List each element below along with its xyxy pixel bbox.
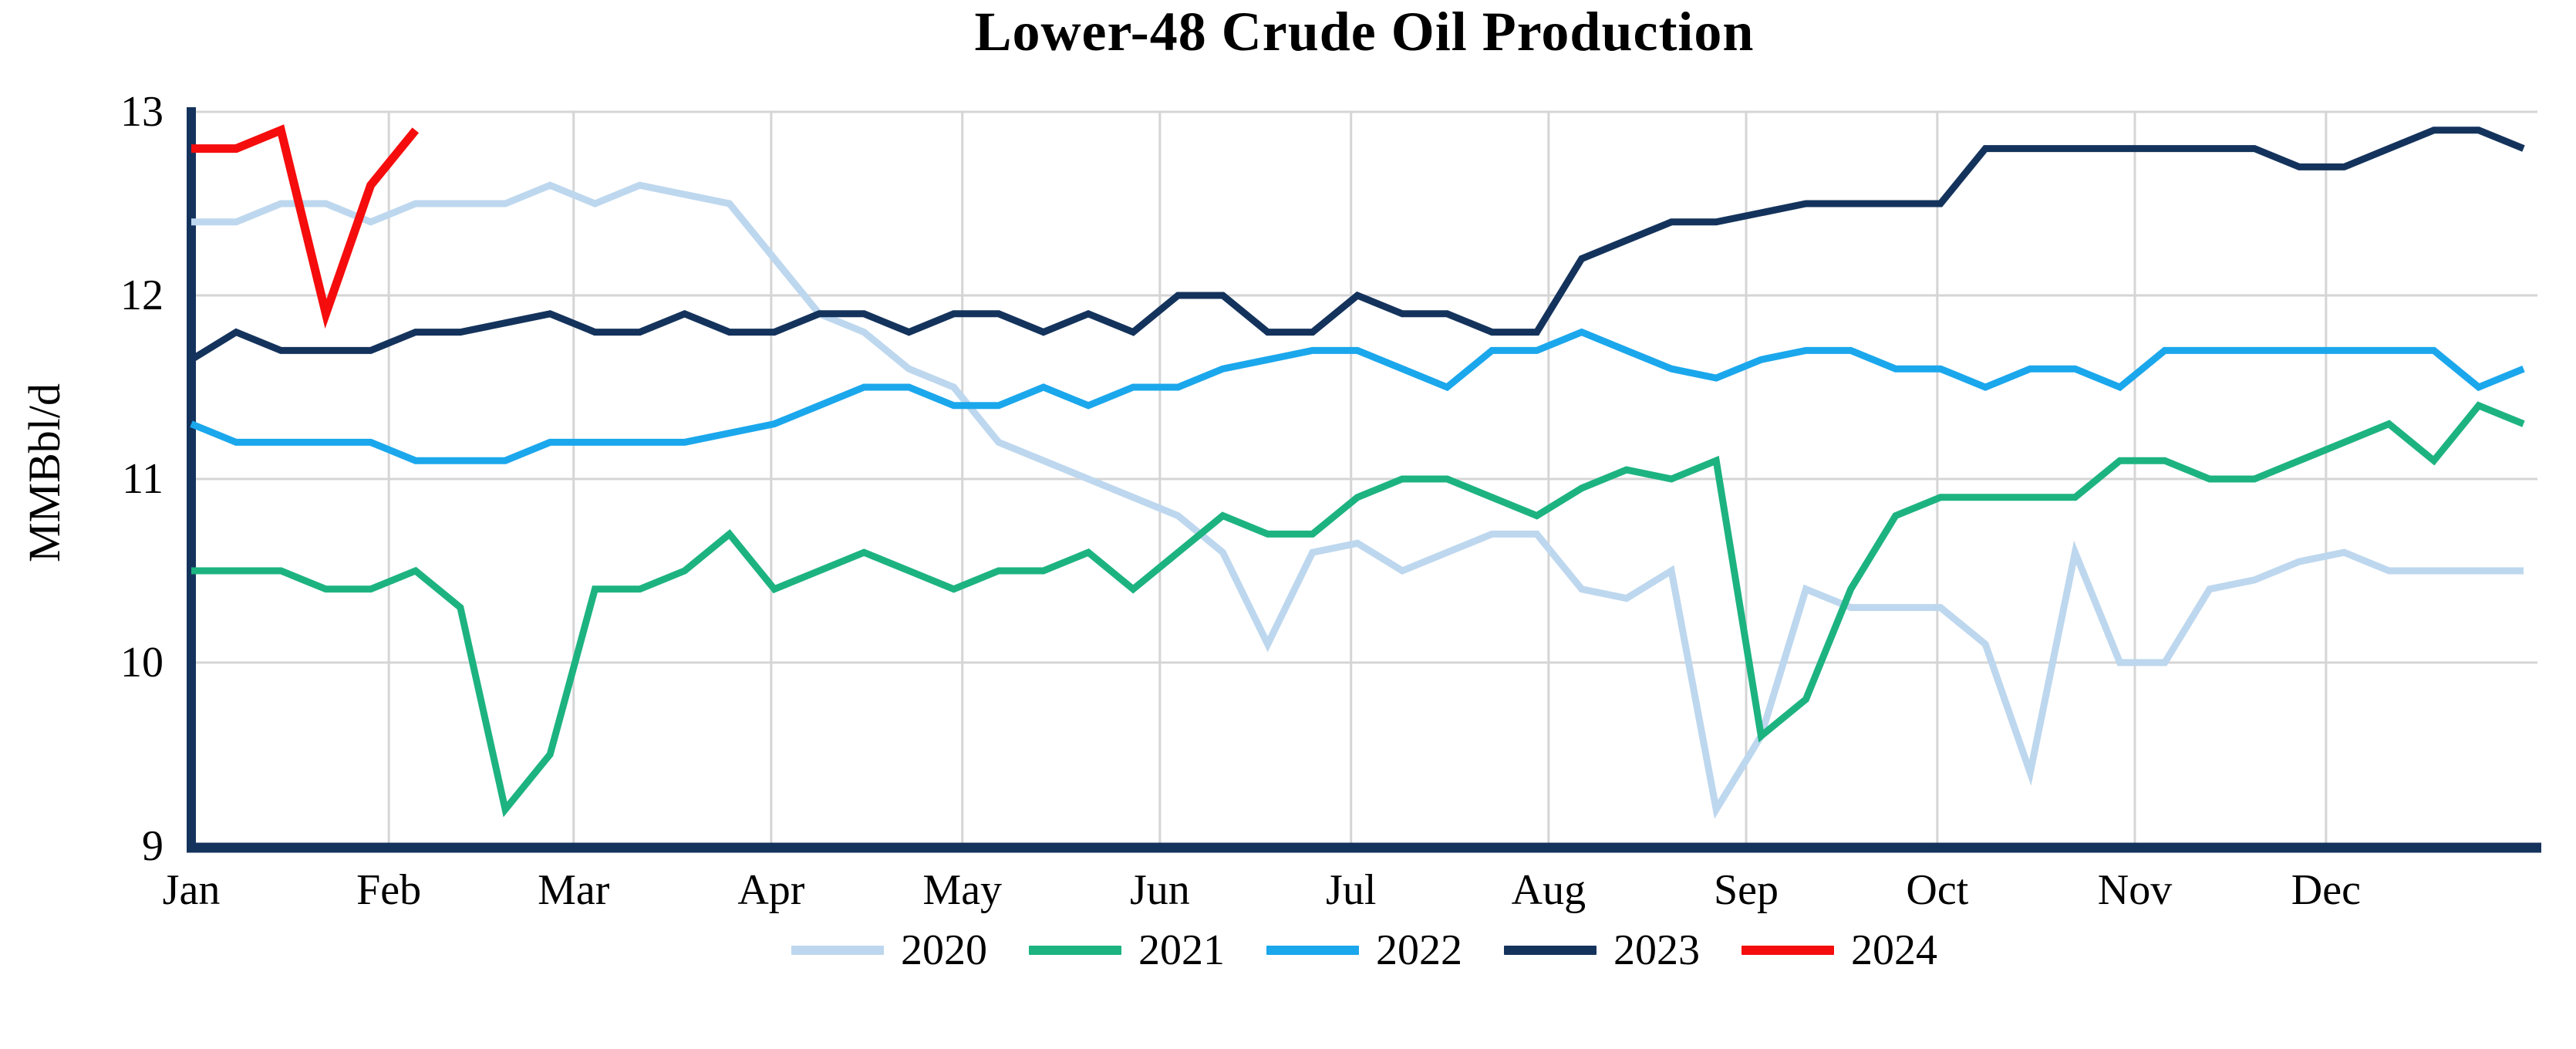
y-tick-label-10: 10: [120, 639, 164, 686]
legend-swatch-2020: [791, 946, 884, 955]
series-line-2024: [191, 124, 420, 329]
x-tick-label-Jan: Jan: [162, 866, 221, 914]
legend-label-2021: 2021: [1138, 926, 1225, 974]
legend-swatch-2023: [1504, 946, 1597, 955]
legend-swatch-2024: [1741, 946, 1834, 955]
legend-item-2020: 2020: [791, 926, 987, 975]
x-tick-label-Jun: Jun: [1129, 866, 1190, 914]
x-tick-label-Aug: Aug: [1511, 866, 1586, 914]
legend-label-2020: 2020: [901, 926, 987, 974]
legend-item-2021: 2021: [1029, 926, 1225, 975]
legend-item-2023: 2023: [1504, 926, 1700, 975]
series-line-2023: [189, 126, 2525, 363]
legend-label-2024: 2024: [1851, 926, 1937, 974]
y-tick-label-9: 9: [142, 822, 164, 870]
legend-item-2024: 2024: [1741, 926, 1937, 975]
series-line-2021: [191, 401, 2525, 818]
x-tick-label-Nov: Nov: [2097, 866, 2173, 914]
legend-label-2022: 2022: [1376, 926, 1462, 974]
x-tick-label-May: May: [922, 866, 1003, 914]
series-line-2022: [190, 328, 2525, 464]
series-line-2020: [191, 181, 2524, 819]
x-tick-label-Feb: Feb: [356, 866, 422, 914]
chart-title: Lower-48 Crude Oil Production: [974, 1, 1755, 62]
x-tick-label-Dec: Dec: [2291, 866, 2361, 914]
legend: 2020 2021 2022 2023 2024: [191, 926, 2537, 975]
x-tick-label-Jul: Jul: [1326, 866, 1377, 914]
legend-item-2022: 2022: [1266, 926, 1462, 975]
x-tick-label-Apr: Apr: [737, 866, 805, 914]
legend-swatch-2021: [1029, 946, 1121, 955]
y-tick-label-12: 12: [120, 272, 164, 319]
legend-swatch-2022: [1266, 946, 1359, 955]
x-tick-label-Oct: Oct: [1906, 866, 1969, 914]
x-tick-label-Mar: Mar: [538, 866, 610, 914]
legend-label-2023: 2023: [1613, 926, 1700, 974]
y-tick-label-13: 13: [120, 88, 164, 136]
x-tick-label-Sep: Sep: [1714, 866, 1779, 914]
y-tick-label-11: 11: [122, 455, 164, 503]
